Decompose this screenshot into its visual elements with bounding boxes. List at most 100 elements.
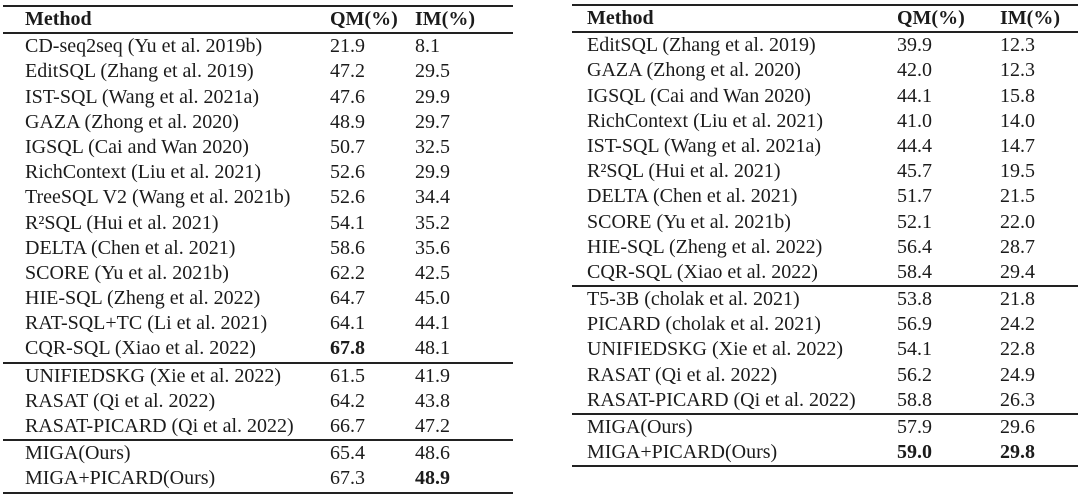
im-cell: 12.3 [1000, 59, 1035, 82]
method-cell: IST-SQL (Wang et al. 2021a) [25, 85, 260, 108]
im-cell: 28.7 [1000, 235, 1035, 258]
table-row: HIE-SQL (Zheng et al. 2022) 56.4 28.7 [572, 235, 1078, 260]
table-row: HIE-SQL (Zheng et al. 2022) 64.7 45.0 [3, 286, 513, 311]
method-cell: RASAT-PICARD (Qi et al. 2022) [25, 415, 294, 437]
column-header-qm: QM(%) [330, 8, 398, 30]
qm-cell: 47.2 [330, 60, 365, 83]
table-row: MIGA(Ours) 57.9 29.6 [572, 415, 1078, 440]
table-row: SCORE (Yu et al. 2021b) 62.2 42.5 [3, 261, 513, 286]
table-row: UNIFIEDSKG (Xie et al. 2022) 61.5 41.9 [3, 364, 513, 389]
table-row: RichContext (Liu et al. 2021) 41.0 14.0 [572, 109, 1078, 134]
method-cell: R²SQL (Hui et al. 2021) [587, 160, 781, 183]
method-cell: DELTA (Chen et al. 2021) [25, 236, 236, 259]
im-cell: 15.8 [1000, 84, 1035, 107]
im-cell: 34.4 [415, 186, 450, 209]
im-cell: 45.0 [415, 287, 450, 310]
qm-cell: 58.8 [897, 388, 932, 411]
table-row: RichContext (Liu et al. 2021) 52.6 29.9 [3, 160, 513, 185]
im-cell: 29.7 [415, 110, 450, 133]
qm-cell: 61.5 [330, 364, 365, 387]
results-table-left: Method QM(%) IM(%) CD-seq2seq (Yu et al. 20… [3, 5, 513, 494]
im-cell: 48.1 [415, 337, 450, 360]
qm-cell: 56.4 [897, 235, 932, 258]
qm-cell: 52.6 [330, 186, 365, 209]
qm-cell: 45.7 [897, 160, 932, 183]
method-cell: RASAT-PICARD (Qi et al. 2022) [587, 388, 856, 411]
table-group: MIGA(Ours) 57.9 29.6 MIGA+PICARD(Ours) 59.0 2… [572, 415, 1078, 468]
method-cell: EditSQL (Zhang et al. 2019) [25, 60, 254, 83]
table-row: RASAT (Qi et al. 2022) 56.2 24.9 [572, 363, 1078, 388]
im-cell: 12.3 [1000, 34, 1035, 57]
im-cell: 47.2 [415, 415, 450, 437]
qm-cell: 42.0 [897, 59, 932, 82]
table-row: GAZA (Zhong et al. 2020) 48.9 29.7 [3, 110, 513, 135]
method-cell: UNIFIEDSKG (Xie et al. 2022) [587, 338, 844, 361]
im-cell: 14.0 [1000, 109, 1035, 132]
qm-cell: 44.4 [897, 134, 932, 157]
qm-cell: 59.0 [897, 441, 932, 464]
table-row: RASAT-PICARD (Qi et al. 2022) 66.7 47.2 [3, 414, 513, 439]
table-row: T5-3B (cholak et al. 2021) 53.8 21.8 [572, 287, 1078, 312]
table-row: CQR-SQL (Xiao et al. 2022) 67.8 48.1 [3, 336, 513, 361]
table-row: R²SQL (Hui et al. 2021) 54.1 35.2 [3, 211, 513, 236]
method-cell: SCORE (Yu et al. 2021b) [25, 261, 229, 284]
im-cell: 29.5 [415, 60, 450, 83]
method-cell: UNIFIEDSKG (Xie et al. 2022) [25, 364, 282, 387]
table-row: DELTA (Chen et al. 2021) 58.6 35.6 [3, 236, 513, 261]
table-header-row: Method QM(%) IM(%) [3, 5, 513, 35]
method-cell: CQR-SQL (Xiao et al. 2022) [587, 260, 818, 283]
qm-cell: 21.9 [330, 35, 365, 58]
qm-cell: 64.1 [330, 312, 365, 335]
im-cell: 48.6 [415, 442, 450, 465]
method-cell: RASAT (Qi et al. 2022) [25, 389, 216, 412]
qm-cell: 57.9 [897, 416, 932, 438]
table-group: EditSQL (Zhang et al. 2019) 39.9 12.3 GAZA … [572, 33, 1078, 288]
qm-cell: 66.7 [330, 415, 365, 437]
qm-cell: 41.0 [897, 109, 932, 132]
table-row: MIGA+PICARD(Ours) 67.3 48.9 [3, 466, 513, 491]
method-cell: IGSQL (Cai and Wan 2020) [587, 84, 811, 107]
qm-cell: 56.9 [897, 313, 932, 336]
table-row: DELTA (Chen et al. 2021) 51.7 21.5 [572, 184, 1078, 209]
method-cell: MIGA+PICARD(Ours) [587, 441, 778, 464]
column-header-method: Method [587, 7, 654, 29]
column-header-qm: QM(%) [897, 7, 965, 29]
im-cell: 14.7 [1000, 134, 1035, 157]
method-cell: RichContext (Liu et al. 2021) [25, 161, 262, 184]
im-cell: 22.0 [1000, 210, 1035, 233]
method-cell: IGSQL (Cai and Wan 2020) [25, 135, 249, 158]
table-row: CQR-SQL (Xiao et al. 2022) 58.4 29.4 [572, 260, 1078, 285]
qm-cell: 58.6 [330, 236, 365, 259]
qm-cell: 67.8 [330, 337, 365, 360]
table-row: IGSQL (Cai and Wan 2020) 50.7 32.5 [3, 135, 513, 160]
table-group: CD-seq2seq (Yu et al. 2019b) 21.9 8.1 EditS… [3, 34, 513, 364]
qm-cell: 47.6 [330, 85, 365, 108]
im-cell: 19.5 [1000, 160, 1035, 183]
table-row: GAZA (Zhong et al. 2020) 42.0 12.3 [572, 58, 1078, 83]
method-cell: DELTA (Chen et al. 2021) [587, 185, 798, 208]
im-cell: 22.8 [1000, 338, 1035, 361]
table-group: UNIFIEDSKG (Xie et al. 2022) 61.5 41.9 RASA… [3, 364, 513, 442]
im-cell: 24.9 [1000, 363, 1035, 386]
method-cell: CQR-SQL (Xiao et al. 2022) [25, 337, 256, 360]
qm-cell: 64.7 [330, 287, 365, 310]
method-cell: RichContext (Liu et al. 2021) [587, 109, 824, 132]
results-table-right: Method QM(%) IM(%) EditSQL (Zhang et al. 20… [572, 4, 1078, 468]
im-cell: 26.3 [1000, 388, 1035, 411]
method-cell: CD-seq2seq (Yu et al. 2019b) [25, 35, 263, 58]
qm-cell: 65.4 [330, 442, 365, 465]
table-row: MIGA(Ours) 65.4 48.6 [3, 441, 513, 466]
im-cell: 29.9 [415, 161, 450, 184]
qm-cell: 39.9 [897, 34, 932, 57]
table-group: MIGA(Ours) 65.4 48.6 MIGA+PICARD(Ours) 67.3 4… [3, 441, 513, 494]
qm-cell: 67.3 [330, 467, 365, 490]
qm-cell: 44.1 [897, 84, 932, 107]
qm-cell: 62.2 [330, 261, 365, 284]
qm-cell: 51.7 [897, 185, 932, 208]
qm-cell: 52.1 [897, 210, 932, 233]
im-cell: 21.5 [1000, 185, 1035, 208]
table-row: EditSQL (Zhang et al. 2019) 39.9 12.3 [572, 33, 1078, 58]
im-cell: 21.8 [1000, 288, 1035, 311]
method-cell: PICARD (cholak et al. 2021) [587, 313, 821, 336]
column-header-method: Method [25, 8, 92, 30]
